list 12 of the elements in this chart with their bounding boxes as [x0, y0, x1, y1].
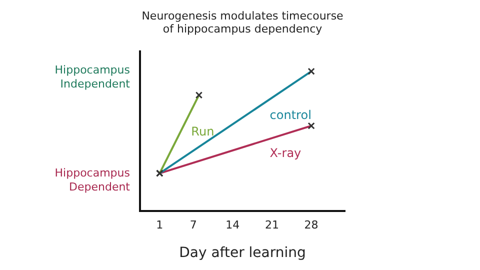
series-label: Run — [191, 124, 214, 139]
x-tick-label: 7 — [190, 218, 197, 232]
series-label: control — [270, 108, 312, 122]
x-tick-label: 21 — [264, 218, 279, 232]
chart-title: Neurogenesis modulates timecourse of hippocampus dependency — [142, 9, 344, 36]
x-tick-label: 1 — [156, 218, 164, 232]
x-tick-label: 14 — [226, 218, 240, 232]
series-label: X-ray — [270, 146, 302, 160]
x-axis-title: Day after learning — [179, 245, 306, 262]
text: Hippocampus Independent — [54, 64, 131, 91]
text: Hippocampus Dependent — [54, 166, 131, 194]
x-tick-label: 28 — [304, 218, 318, 232]
